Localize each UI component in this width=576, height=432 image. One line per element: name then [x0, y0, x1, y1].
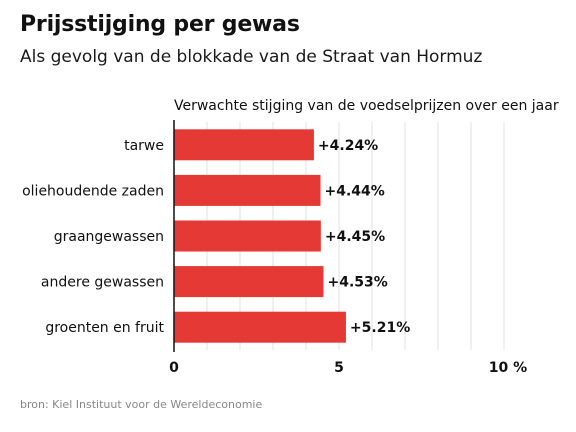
bar-2 — [174, 220, 321, 252]
bar-3 — [174, 266, 324, 298]
category-label: graangewassen — [54, 229, 164, 245]
value-label: +4.24% — [318, 138, 378, 154]
category-label: andere gewassen — [41, 275, 164, 291]
value-label: +4.53% — [327, 275, 387, 291]
chart-subtitle: Als gevolg van de blokkade van de Straat… — [20, 47, 483, 67]
bar-1 — [174, 174, 321, 206]
tick-label: 0 — [169, 360, 179, 376]
category-label: oliehoudende zaden — [22, 183, 164, 199]
value-label: +5.21% — [350, 320, 410, 336]
tick-label: 5 — [334, 360, 344, 376]
bar-4 — [174, 311, 346, 343]
value-label: +4.45% — [325, 229, 385, 245]
bar-0 — [174, 129, 314, 161]
source-note: bron: Kiel Instituut voor de Wereldecono… — [20, 398, 263, 411]
category-label: groenten en fruit — [45, 320, 164, 336]
tick-label: 10 % — [489, 360, 527, 376]
plot-title: Verwachte stijging van de voedselprijzen… — [174, 98, 559, 114]
category-label: tarwe — [124, 138, 164, 154]
value-label: +4.44% — [325, 183, 385, 199]
chart-title: Prijsstijging per gewas — [20, 12, 300, 37]
